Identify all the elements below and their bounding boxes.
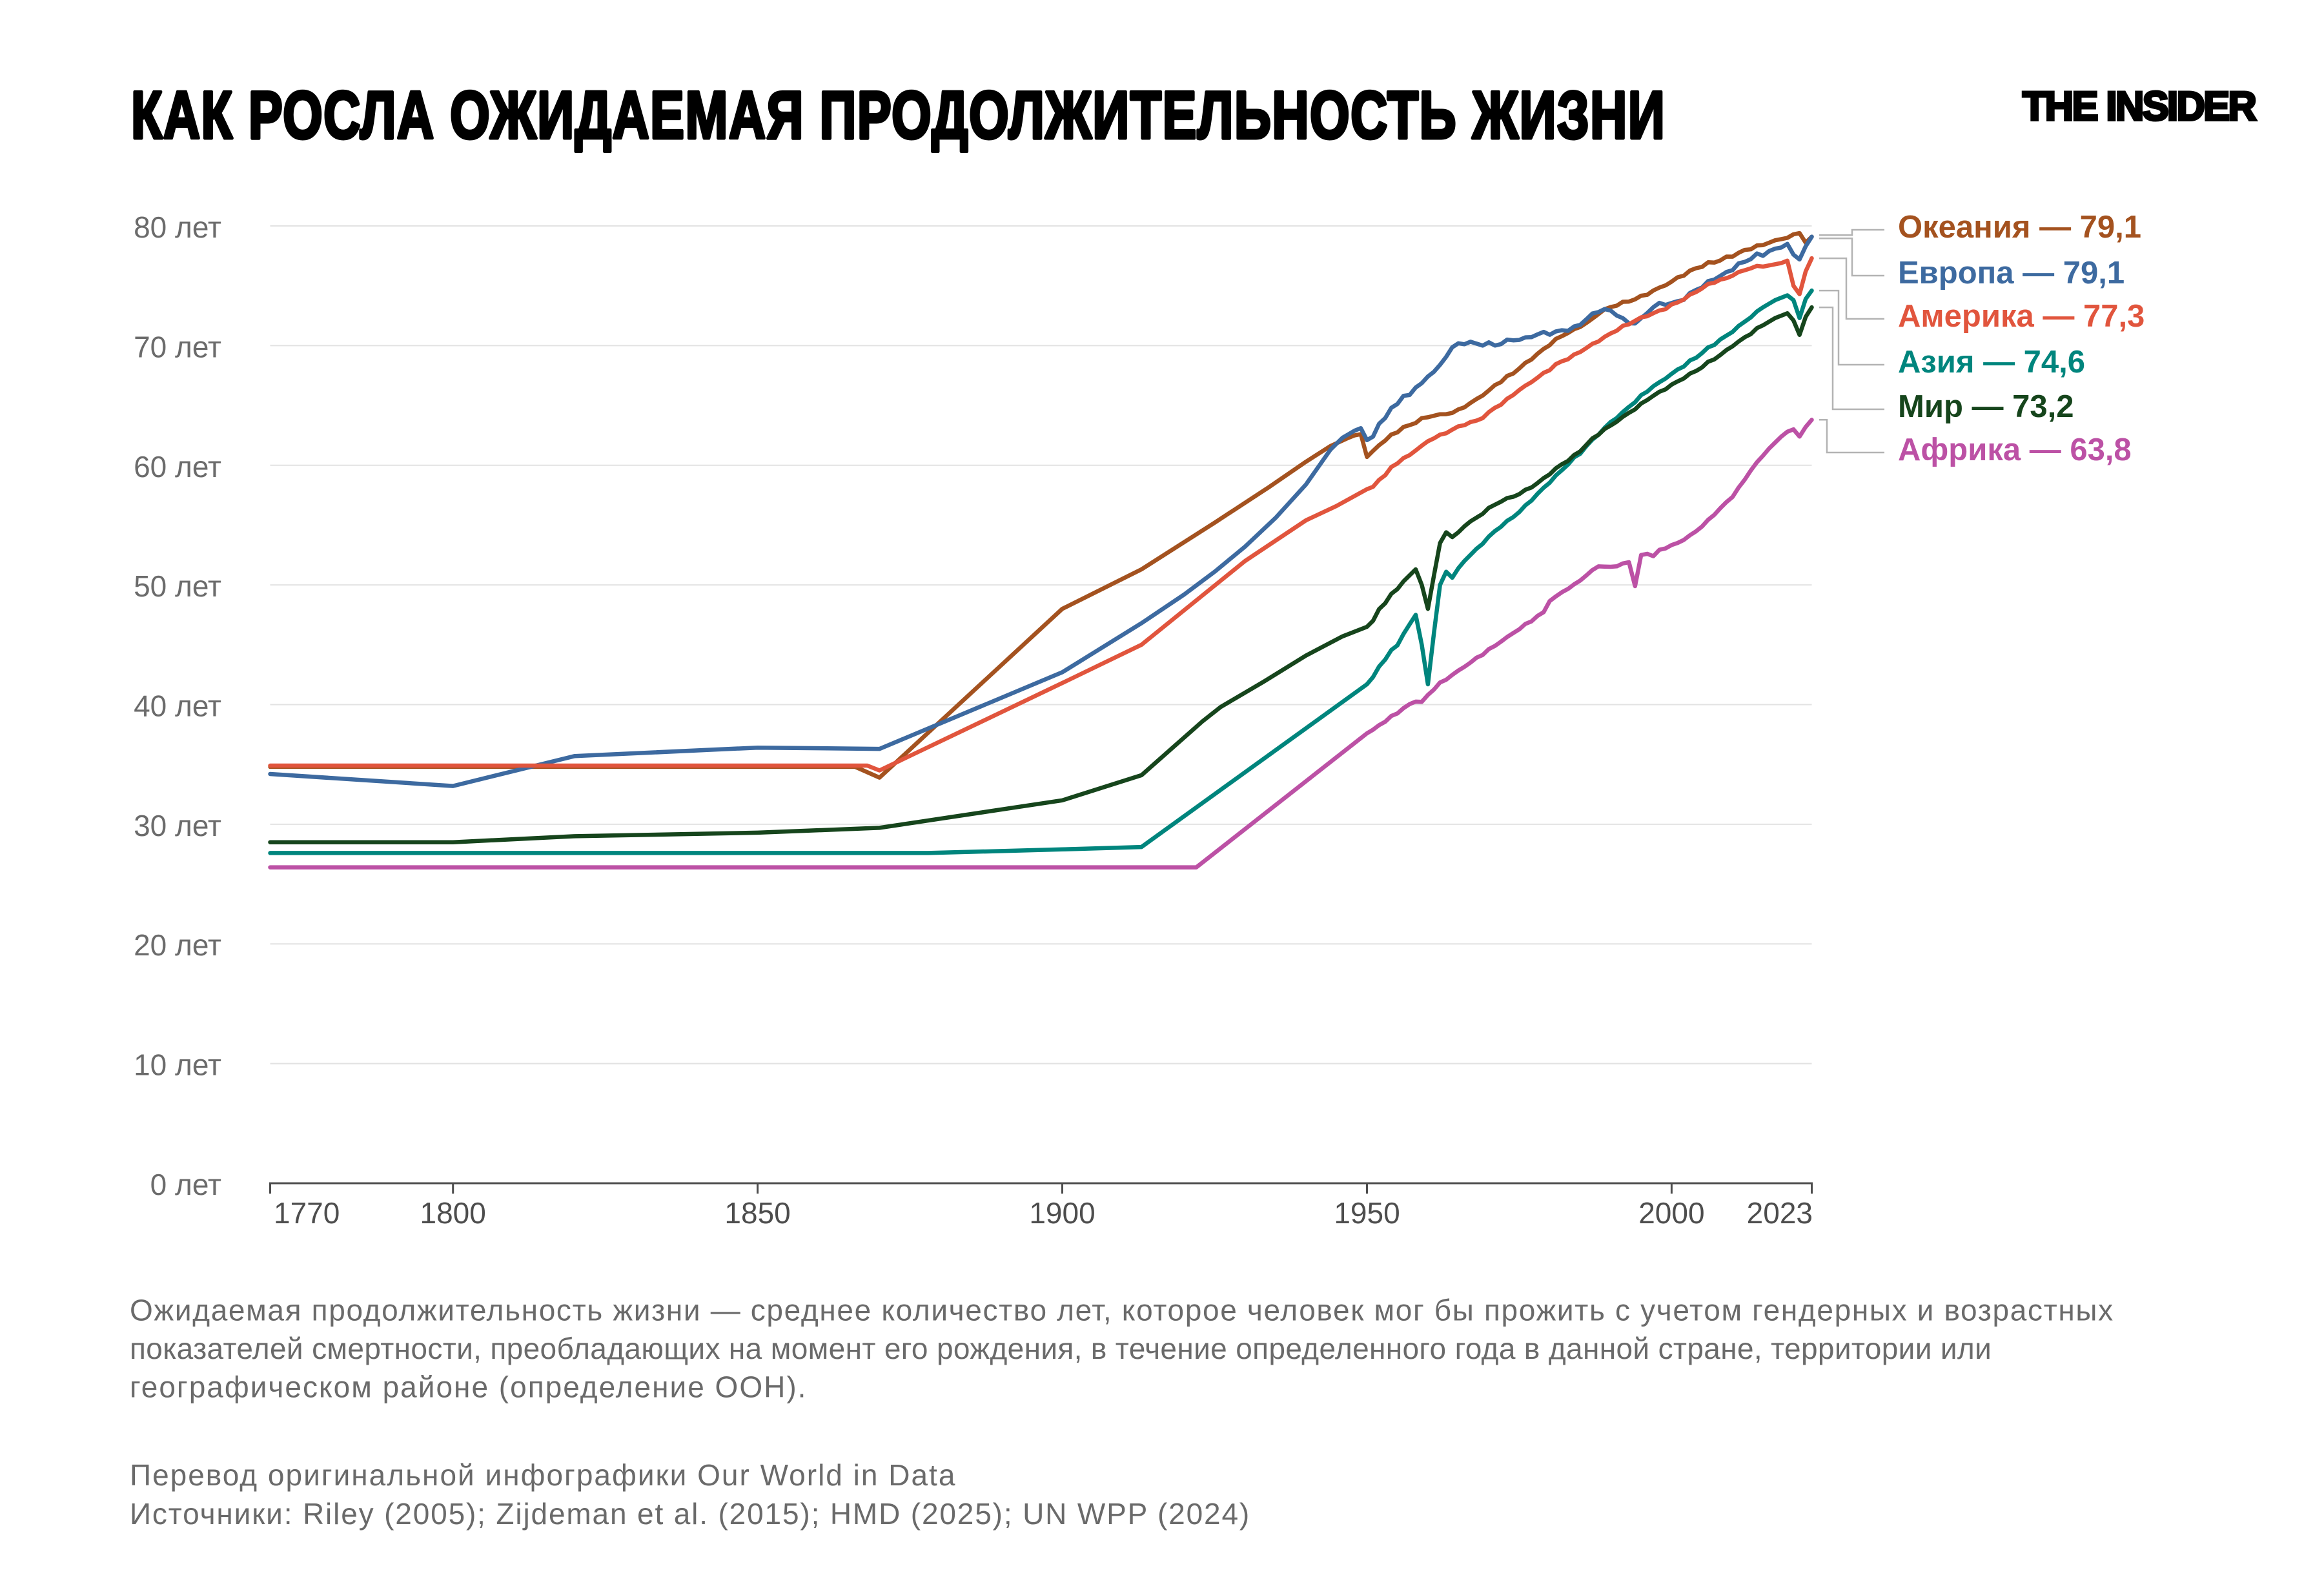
- svg-text:10 лет: 10 лет: [134, 1048, 221, 1082]
- svg-text:Ожидаемая продолжительность жи: Ожидаемая продолжительность жизни — сред…: [130, 1294, 2114, 1327]
- svg-text:Перевод оригинальной инфографи: Перевод оригинальной инфографики Our Wor…: [130, 1458, 956, 1492]
- svg-text:1900: 1900: [1029, 1196, 1095, 1230]
- svg-text:30 лет: 30 лет: [134, 809, 221, 842]
- svg-text:70 лет: 70 лет: [134, 330, 221, 363]
- svg-text:Америка — 77,3: Америка — 77,3: [1898, 299, 2145, 334]
- svg-text:Источники: Riley (2005); Zijde: Источники: Riley (2005); Zijdeman et al.…: [130, 1497, 1250, 1531]
- svg-text:20 лет: 20 лет: [134, 928, 221, 962]
- svg-text:1850: 1850: [724, 1196, 790, 1230]
- svg-text:2000: 2000: [1638, 1196, 1704, 1230]
- svg-text:80 лет: 80 лет: [134, 210, 221, 244]
- svg-text:THE INSIDER: THE INSIDER: [2023, 84, 2256, 129]
- svg-text:Мир — 73,2: Мир — 73,2: [1898, 389, 2074, 424]
- svg-text:1770: 1770: [274, 1196, 340, 1230]
- svg-text:0 лет: 0 лет: [150, 1168, 221, 1201]
- svg-text:60 лет: 60 лет: [134, 450, 221, 484]
- svg-text:50 лет: 50 лет: [134, 569, 221, 603]
- svg-text:показателей смертности, преобл: показателей смертности, преобладающих на…: [130, 1332, 1992, 1365]
- svg-text:1800: 1800: [420, 1196, 486, 1230]
- svg-text:Океания — 79,1: Океания — 79,1: [1898, 210, 2141, 245]
- svg-text:1950: 1950: [1334, 1196, 1400, 1230]
- svg-text:Азия — 74,6: Азия — 74,6: [1898, 345, 2085, 380]
- svg-text:КАК РОСЛА ОЖИДАЕМАЯ ПРОДОЛЖИТЕ: КАК РОСЛА ОЖИДАЕМАЯ ПРОДОЛЖИТЕЛЬНОСТЬ ЖИ…: [131, 77, 1666, 152]
- svg-text:2023: 2023: [1747, 1196, 1813, 1230]
- svg-text:Африка — 63,8: Африка — 63,8: [1898, 433, 2132, 467]
- svg-text:Европа — 79,1: Европа — 79,1: [1898, 256, 2125, 290]
- svg-text:40 лет: 40 лет: [134, 689, 221, 723]
- svg-text:географическом районе (определ: географическом районе (определение ООН).: [130, 1370, 807, 1404]
